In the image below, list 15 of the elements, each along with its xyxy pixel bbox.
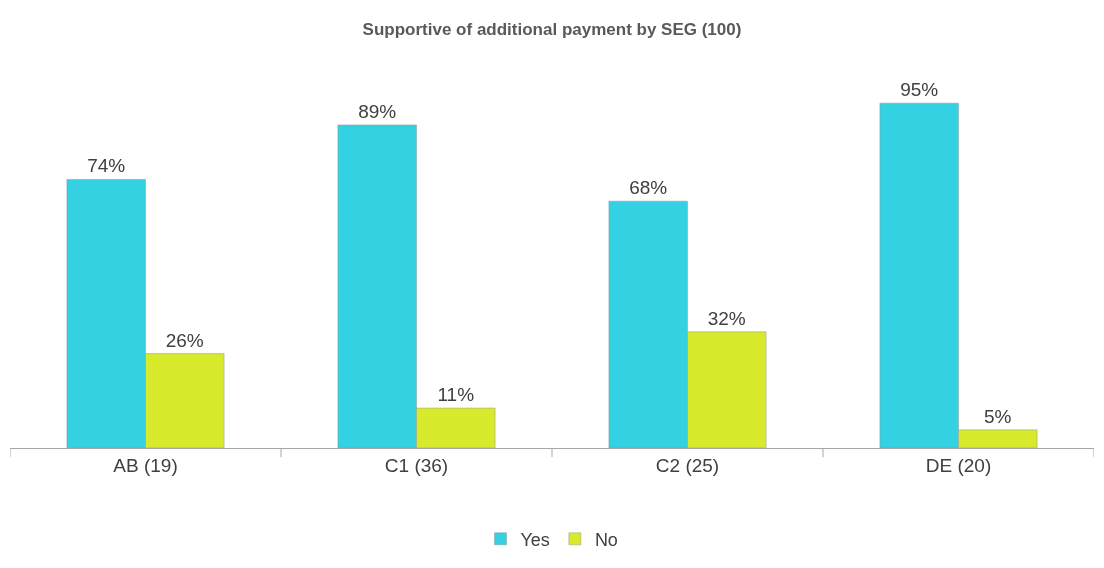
x-tick-label: C1 (36) [384,454,449,476]
chart-title: Supportive of additional payment by SEG (100) [362,19,742,39]
data-label: 26% [165,329,204,351]
data-label: 32% [707,307,746,329]
legend-label: No [594,529,618,550]
data-label: 89% [358,100,397,122]
data-label: 95% [900,79,939,101]
x-tick-label: DE (20) [925,454,992,476]
data-label: 74% [87,155,126,177]
data-label: 11% [437,384,475,406]
x-tick-label: AB (19) [113,454,178,476]
legend-label: Yes [520,529,550,550]
x-tick-label: C2 (25) [655,454,720,476]
data-label: 5% [984,405,1012,427]
data-label: 68% [629,177,668,199]
